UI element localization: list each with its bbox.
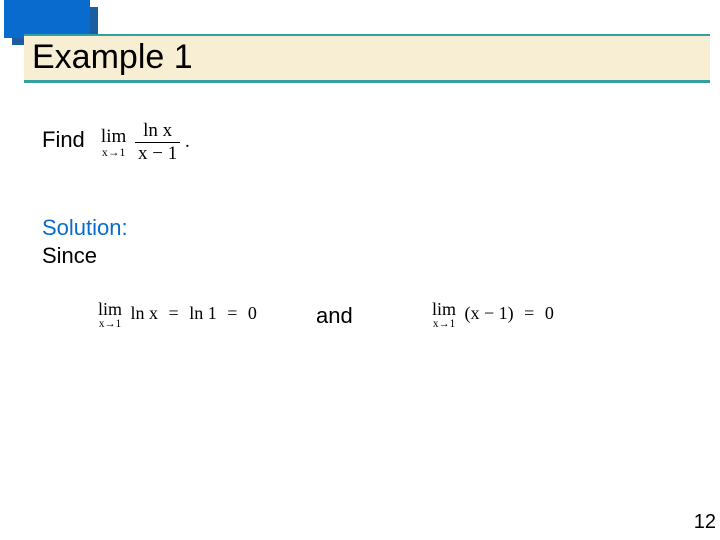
title-rule-top bbox=[24, 34, 710, 36]
lim-sub: x→1 bbox=[101, 147, 126, 159]
find-limit-expr: lim x→1 ln x x − 1 . bbox=[101, 131, 190, 152]
slide-title: Example 1 bbox=[32, 38, 193, 77]
limit-symbol: lim x→1 bbox=[98, 300, 122, 330]
zero: 0 bbox=[248, 303, 257, 323]
find-row: Find lim x→1 ln x x − 1 . bbox=[42, 120, 190, 165]
equation-right: lim x→1 (x − 1) = 0 bbox=[432, 300, 554, 330]
find-period: . bbox=[185, 131, 190, 152]
lim-word: lim bbox=[101, 127, 126, 146]
equals-1: = bbox=[169, 303, 179, 323]
expr-lnx: ln x bbox=[131, 303, 159, 323]
find-label: Find bbox=[42, 127, 85, 152]
lim-word: lim bbox=[98, 300, 122, 318]
expr-xminus1: x − 1 bbox=[471, 303, 508, 323]
paren-close: ) bbox=[508, 303, 514, 323]
limit-symbol: lim x→1 bbox=[101, 127, 126, 159]
lim-sub: x→1 bbox=[98, 319, 122, 330]
since-label: Since bbox=[42, 243, 97, 269]
and-label: and bbox=[316, 303, 353, 329]
equals: = bbox=[524, 303, 534, 323]
lim-sub: x→1 bbox=[432, 319, 456, 330]
page-number: 12 bbox=[694, 511, 716, 534]
limit-symbol: lim x→1 bbox=[432, 300, 456, 330]
fraction-numerator: ln x bbox=[135, 120, 180, 142]
corner-main bbox=[4, 0, 90, 38]
zero: 0 bbox=[545, 303, 554, 323]
fraction: ln x x − 1 bbox=[135, 120, 180, 165]
equation-left: lim x→1 ln x = ln 1 = 0 bbox=[98, 300, 257, 330]
equals-2: = bbox=[227, 303, 237, 323]
title-rule-bottom bbox=[24, 80, 710, 83]
lim-word: lim bbox=[432, 300, 456, 318]
slide: Example 1 Find lim x→1 ln x x − 1 . Solu… bbox=[0, 0, 720, 540]
fraction-denominator: x − 1 bbox=[135, 142, 180, 165]
expr-ln1: ln 1 bbox=[189, 303, 217, 323]
solution-label: Solution: bbox=[42, 215, 128, 241]
